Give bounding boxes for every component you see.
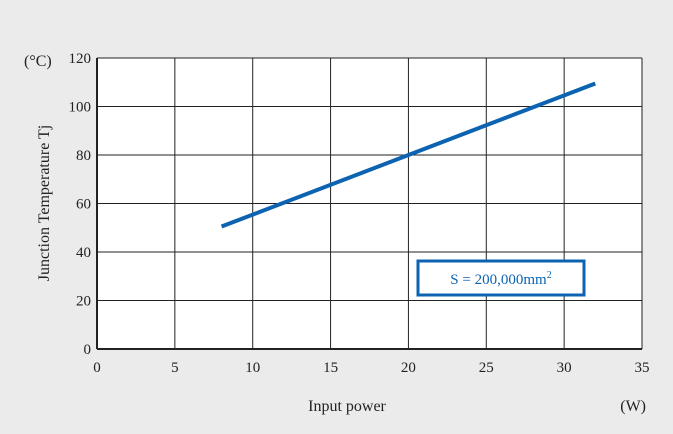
annotation-superscript: 2 bbox=[547, 270, 552, 281]
horizontal-gridlines bbox=[97, 57, 642, 301]
x-tick-10: 10 bbox=[245, 360, 260, 376]
x-tick-labels: 0 5 10 15 20 25 30 35 bbox=[93, 360, 649, 376]
annotation-text: S = 200,000mm2 bbox=[450, 270, 551, 288]
x-tick-25: 25 bbox=[479, 360, 494, 376]
y-tick-120: 120 bbox=[69, 51, 92, 67]
y-tick-40: 40 bbox=[76, 245, 91, 261]
y-tick-60: 60 bbox=[76, 197, 91, 213]
y-tick-100: 100 bbox=[69, 100, 92, 116]
annotation-box bbox=[416, 259, 586, 297]
y-tick-80: 80 bbox=[76, 148, 91, 164]
x-tick-15: 15 bbox=[323, 360, 338, 376]
y-unit-label: (°C) bbox=[24, 53, 52, 70]
y-axis-title: Junction Temperature Tj bbox=[36, 125, 53, 281]
series-group bbox=[220, 81, 597, 229]
series-line-0 bbox=[220, 81, 597, 229]
area-annotation: S = 200,000mm2 bbox=[416, 259, 586, 297]
x-tick-0: 0 bbox=[93, 360, 101, 376]
y-tick-labels: 0 20 40 60 80 100 120 bbox=[69, 51, 92, 358]
x-tick-20: 20 bbox=[401, 360, 416, 376]
x-unit-label: (W) bbox=[620, 398, 646, 415]
y-tick-20: 20 bbox=[76, 294, 91, 310]
y-tick-0: 0 bbox=[84, 342, 92, 358]
annotation-main: S = 200,000mm bbox=[450, 272, 547, 288]
x-tick-35: 35 bbox=[635, 360, 650, 376]
x-tick-5: 5 bbox=[171, 360, 179, 376]
x-axis-title: Input power bbox=[308, 398, 386, 415]
x-tick-30: 30 bbox=[557, 360, 572, 376]
